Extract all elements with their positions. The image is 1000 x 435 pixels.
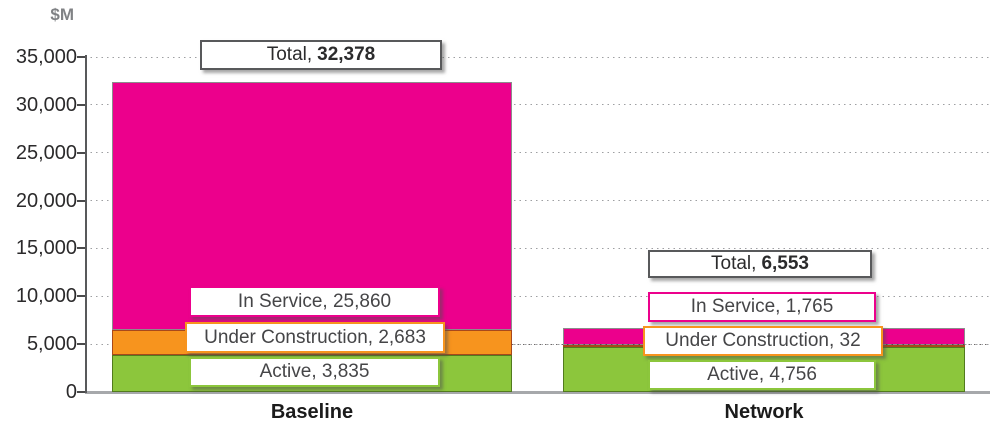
y-axis-tick-label: 20,000 [15,189,77,212]
total-label-baseline: Total, 32,378 [200,40,442,70]
y-axis-tick [77,247,85,250]
y-axis-tick-label: 10,000 [15,285,77,308]
y-axis-tick [77,199,85,202]
y-axis-tick [77,103,85,106]
y-axis-tick-label: 25,000 [15,141,77,164]
y-axis-tick-label: 35,000 [15,46,77,68]
segment-label-text: Active, 4,756 [707,364,817,385]
segment-label-baseline-active: Active, 3,835 [189,357,440,387]
segment-label-text: Active, 3,835 [259,361,370,382]
y-axis-tick [77,391,85,393]
segment-label-network-under-construction: Under Construction, 32 [643,326,883,356]
y-axis-tick [77,295,85,298]
segment-label-text: Under Construction, 32 [665,330,861,351]
total-label-prefix: Total, [266,44,313,65]
segment-label-baseline-under-construction: Under Construction, 2,683 [185,322,445,353]
y-axis-tick-label: 0 [65,381,77,403]
total-label-value: 32,378 [317,44,376,65]
gridline [85,104,990,106]
segment-label-text: In Service, 1,765 [690,296,834,317]
segment-label-network-in-service: In Service, 1,765 [648,292,876,322]
gridline [85,200,990,202]
y-axis-tick-label: 30,000 [15,93,77,116]
y-axis-tick-label: 15,000 [15,237,77,260]
segment-label-network-active: Active, 4,756 [648,360,876,390]
y-axis-line [85,55,87,393]
gridline [85,247,990,249]
segment-label-text: Under Construction, 2,683 [204,326,426,348]
segment-label-text: In Service, 25,860 [237,290,392,312]
gridline [85,152,990,154]
total-label-prefix: Total, [711,253,757,274]
total-label-network: Total, 6,553 [648,250,872,278]
category-label-baseline: Baseline [270,401,354,423]
y-axis-tick [77,56,85,58]
category-label-network: Network [724,401,804,423]
y-axis-tick [77,151,85,154]
y-axis-tick [77,343,85,346]
y-axis-tick-label: 5,000 [26,333,77,356]
segment-label-baseline-in-service: In Service, 25,860 [189,286,440,317]
gridline [85,56,990,58]
y-axis-unit-label: $M [50,5,74,24]
gridline [85,295,990,297]
x-axis-line [85,391,990,394]
total-label-value: 6,553 [761,253,809,274]
